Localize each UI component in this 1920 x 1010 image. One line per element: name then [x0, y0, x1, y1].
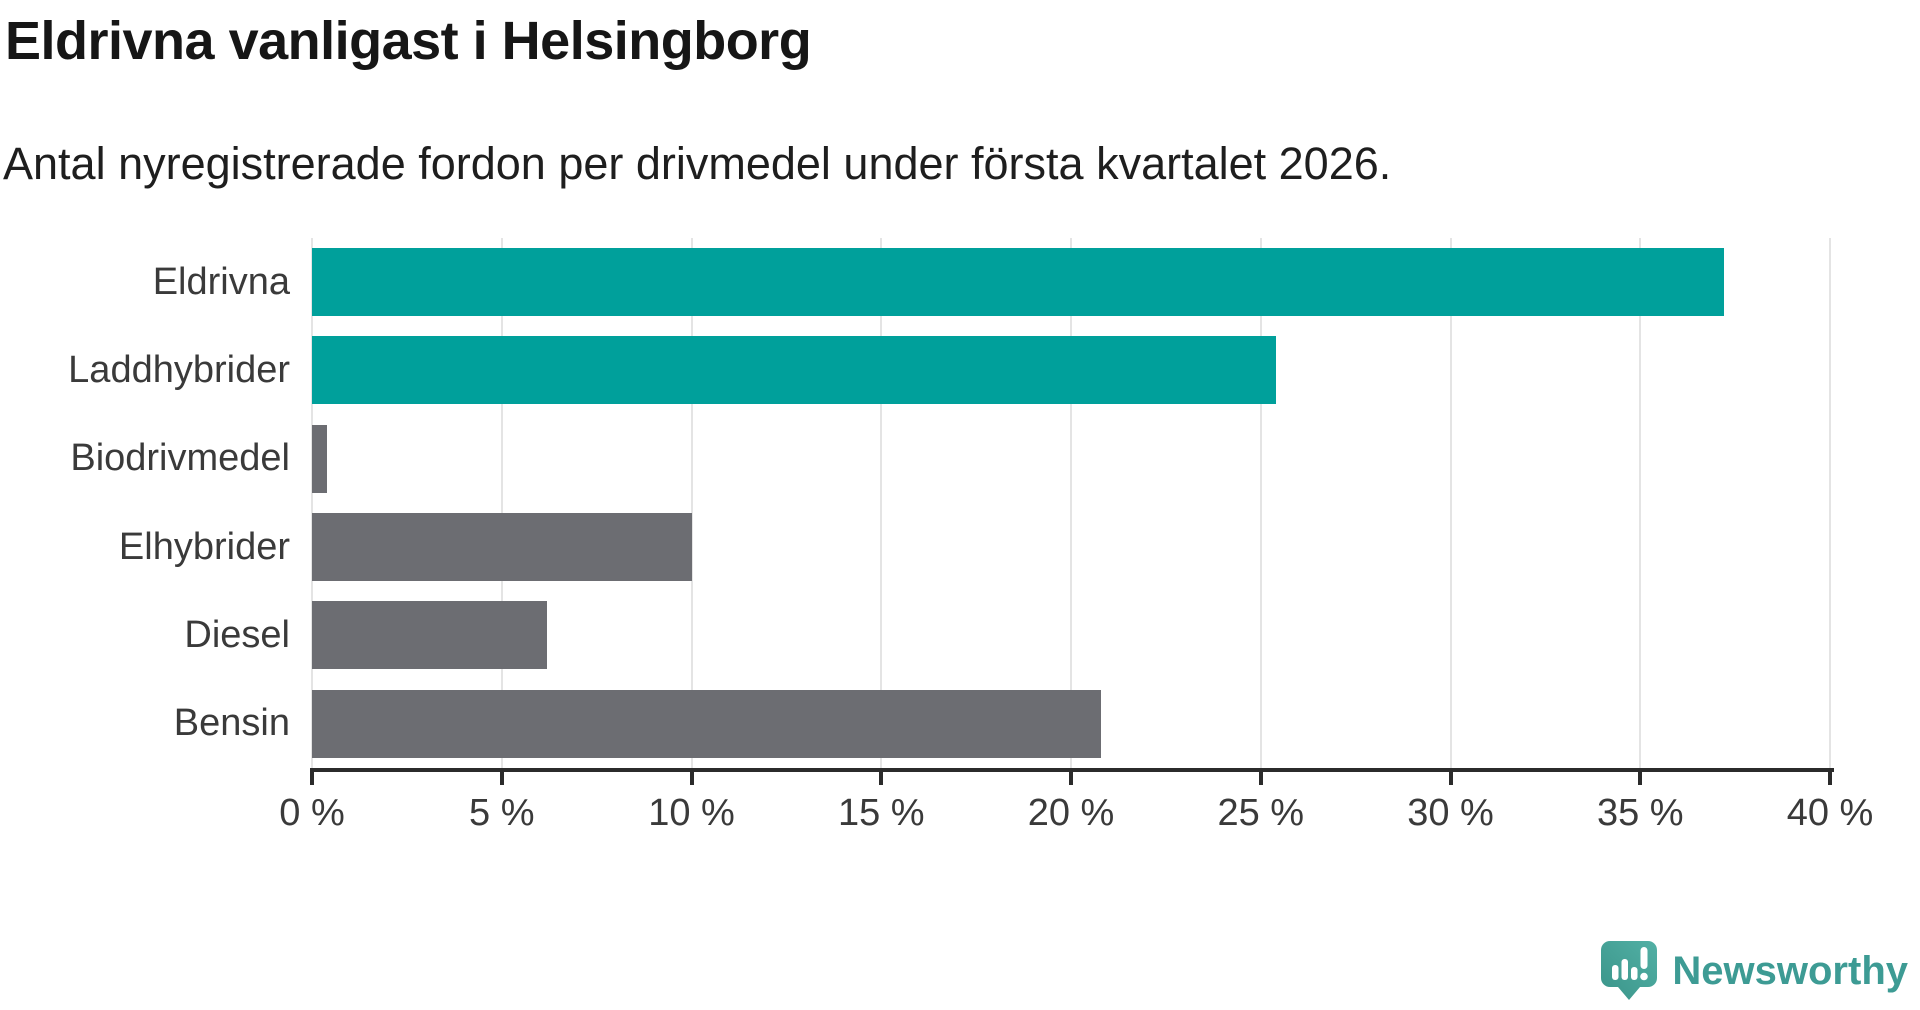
gridline-15	[880, 238, 883, 768]
x-tick-15	[879, 772, 884, 785]
page-subtitle: Antal nyregistrerade fordon per drivmede…	[3, 138, 1392, 189]
gridline-40	[1829, 238, 1831, 768]
x-tick-40	[1828, 772, 1832, 785]
page-title: Eldrivna vanligast i Helsingborg	[5, 11, 812, 71]
bar-row	[312, 326, 1830, 414]
x-tick-label-10: 10 %	[648, 792, 735, 834]
category-label-diesel: Diesel	[184, 613, 290, 656]
bar-row	[312, 415, 1830, 503]
bar-laddhybrider	[312, 336, 1276, 405]
x-tick-label-0: 0 %	[279, 792, 345, 834]
bar-biodrivmedel	[312, 424, 328, 493]
plot-area	[311, 238, 1831, 768]
x-tick-label-40: 40 %	[1786, 792, 1874, 834]
x-axis-line	[310, 768, 1834, 772]
newsworthy-logo-text: Newsworthy	[1672, 948, 1908, 993]
x-tick-label-5: 5 %	[469, 792, 535, 834]
x-tick-20	[1069, 772, 1073, 785]
x-tick-5	[499, 772, 504, 785]
category-label-bensin: Bensin	[173, 702, 290, 745]
gridline-35	[1639, 238, 1642, 768]
x-tick-label-25: 25 %	[1217, 792, 1305, 834]
gridline-0	[311, 238, 313, 768]
category-label-eldrivna: Eldrivna	[152, 260, 290, 303]
bar-bensin	[312, 689, 1102, 758]
x-tick-0	[310, 772, 314, 785]
x-tick-35	[1638, 772, 1643, 785]
category-label-biodrivmedel: Biodrivmedel	[70, 437, 290, 480]
gridline-10	[690, 238, 693, 768]
x-tick-label-20: 20 %	[1027, 792, 1115, 834]
gridline-20	[1070, 238, 1072, 768]
gridline-25	[1259, 238, 1262, 768]
newsworthy-logo: Newsworthy	[1599, 940, 1908, 1002]
gridline-5	[500, 238, 503, 768]
x-tick-25	[1258, 772, 1263, 785]
bar-elhybrider	[312, 513, 692, 582]
category-label-laddhybrider: Laddhybrider	[68, 348, 290, 391]
bar-diesel	[312, 601, 548, 670]
x-tick-label-35: 35 %	[1596, 792, 1684, 834]
bar-row	[312, 680, 1830, 768]
x-axis: 0 % 5 % 10 % 15 % 20 % 25 % 30 % 35 % 40 %	[279, 772, 1873, 852]
category-label-elhybrider: Elhybrider	[118, 525, 290, 568]
gridline-30	[1449, 238, 1452, 768]
x-tick-30	[1448, 772, 1453, 785]
bar-row	[312, 503, 1830, 591]
x-tick-10	[689, 772, 694, 785]
newsworthy-chart-bubble-icon	[1601, 941, 1658, 1000]
bar-row	[312, 591, 1830, 679]
bar-eldrivna	[312, 248, 1724, 317]
bar-row	[312, 238, 1830, 326]
category-axis: Eldrivna Laddhybrider Biodrivmedel Elhybrid…	[0, 238, 290, 768]
x-tick-label-30: 30 %	[1407, 792, 1494, 834]
x-tick-label-15: 15 %	[837, 792, 925, 834]
